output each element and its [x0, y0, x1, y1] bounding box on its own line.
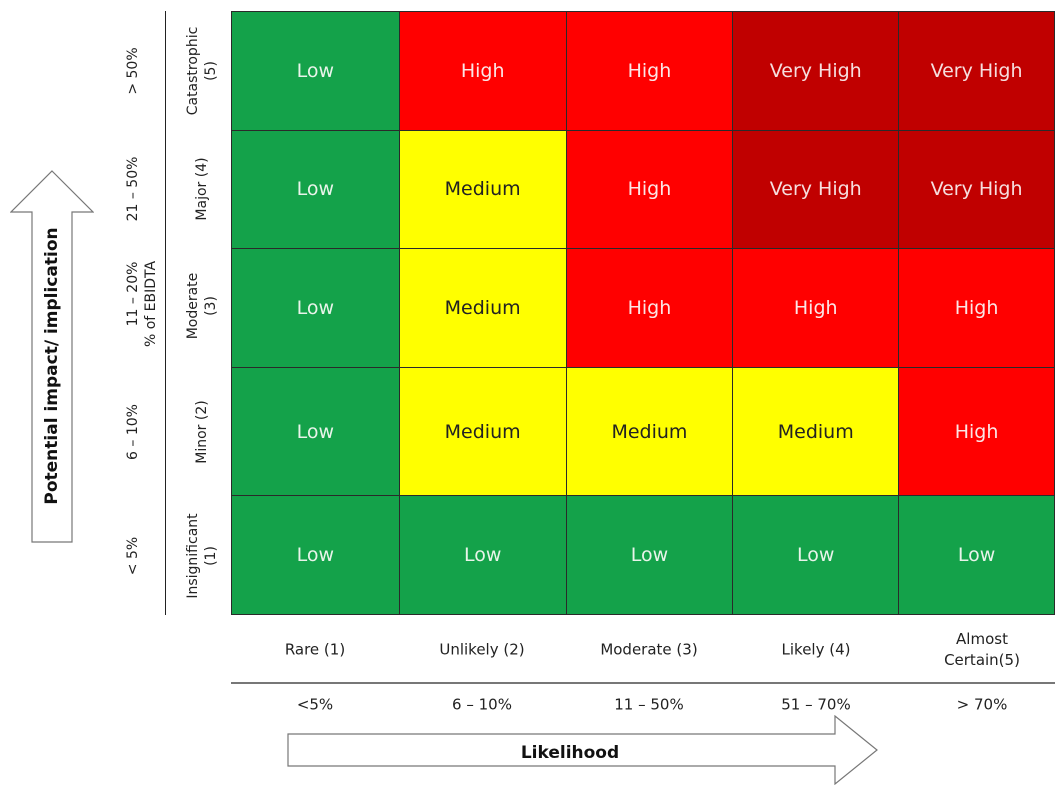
- impact-level-line: Minor (2): [194, 400, 210, 464]
- likelihood-arrow-right-icon: [287, 715, 878, 785]
- risk-cell: Low: [232, 130, 399, 248]
- likelihood-range-label: <5%: [296, 695, 334, 714]
- likelihood-axis-title: Likelihood: [520, 743, 620, 763]
- impact-range-label: 11 – 20%: [125, 261, 141, 327]
- impact-level-label: Major (4): [193, 157, 211, 220]
- likelihood-level-line: Rare (1): [284, 640, 346, 659]
- impact-metric-label: % of EBIDTA: [143, 260, 159, 348]
- risk-cell: Medium: [399, 248, 566, 368]
- risk-cell: Medium: [399, 130, 566, 248]
- impact-range-label: 6 – 10%: [125, 404, 141, 460]
- risk-cell: High: [899, 368, 1054, 496]
- risk-cell: High: [733, 248, 899, 368]
- likelihood-range-label: > 70%: [956, 695, 1008, 714]
- impact-level-label: Minor (2): [193, 400, 211, 463]
- impact-range-label: < 5%: [125, 536, 141, 576]
- risk-cell: Very High: [733, 130, 899, 248]
- impact-level-label: Insignificant (1): [184, 513, 220, 598]
- likelihood-level-label: Unlikely (2): [402, 640, 562, 661]
- impact-level-line: Catastrophic: [185, 26, 201, 116]
- risk-cell: High: [899, 248, 1054, 368]
- impact-level-label: Moderate (3): [184, 273, 220, 340]
- impact-level-line: Insignificant: [185, 513, 201, 599]
- risk-cell: Low: [232, 496, 399, 614]
- risk-cell: High: [566, 130, 733, 248]
- impact-level-line: (3): [203, 296, 219, 316]
- likelihood-level-line: Unlikely (2): [439, 640, 525, 659]
- risk-cell: Very High: [733, 12, 899, 130]
- likelihood-level-line: Likely (4): [781, 640, 851, 659]
- risk-cell: High: [399, 12, 566, 130]
- impact-level-line: (1): [203, 546, 219, 566]
- risk-cell: Low: [232, 248, 399, 368]
- risk-cell: Medium: [566, 368, 733, 496]
- impact-divider: [165, 11, 166, 615]
- impact-level-line: (5): [203, 61, 219, 81]
- risk-cell: Low: [399, 496, 566, 614]
- risk-cell: Low: [232, 368, 399, 496]
- risk-cell: Medium: [733, 368, 899, 496]
- likelihood-level-label: Rare (1): [235, 640, 395, 661]
- likelihood-range-label: 51 – 70%: [781, 695, 851, 714]
- impact-level-line: Major (4): [194, 157, 210, 221]
- risk-cell: Low: [733, 496, 899, 614]
- risk-cell: High: [566, 248, 733, 368]
- likelihood-divider: [231, 682, 1055, 684]
- impact-level-label: Catastrophic (5): [184, 27, 220, 116]
- likelihood-range-label: 6 – 10%: [452, 695, 512, 714]
- impact-arrow-up-icon: [10, 170, 94, 543]
- risk-matrix-grid: Low High High Very High Very High Low Medium Hi…: [231, 11, 1055, 615]
- impact-range-label: 21 – 50%: [125, 156, 141, 222]
- impact-level-line: Moderate: [185, 272, 201, 340]
- risk-cell: Very High: [899, 130, 1054, 248]
- risk-cell: Low: [232, 12, 399, 130]
- risk-cell: Very High: [899, 12, 1054, 130]
- risk-cell: Low: [566, 496, 733, 614]
- risk-cell: Low: [899, 496, 1054, 614]
- likelihood-level-label: Likely (4): [736, 640, 896, 661]
- likelihood-level-label: Almost Certain(5): [902, 629, 1055, 671]
- likelihood-level-line: Moderate (3): [600, 640, 698, 659]
- likelihood-level-label: Moderate (3): [569, 640, 729, 661]
- risk-cell: Medium: [399, 368, 566, 496]
- likelihood-level-line: Certain(5): [944, 651, 1020, 669]
- likelihood-level-line: Almost: [956, 630, 1008, 648]
- impact-range-label: > 50%: [125, 47, 141, 95]
- impact-axis-title: Potential impact/ implication: [42, 227, 62, 505]
- likelihood-range-label: 11 – 50%: [614, 695, 684, 714]
- risk-cell: High: [566, 12, 733, 130]
